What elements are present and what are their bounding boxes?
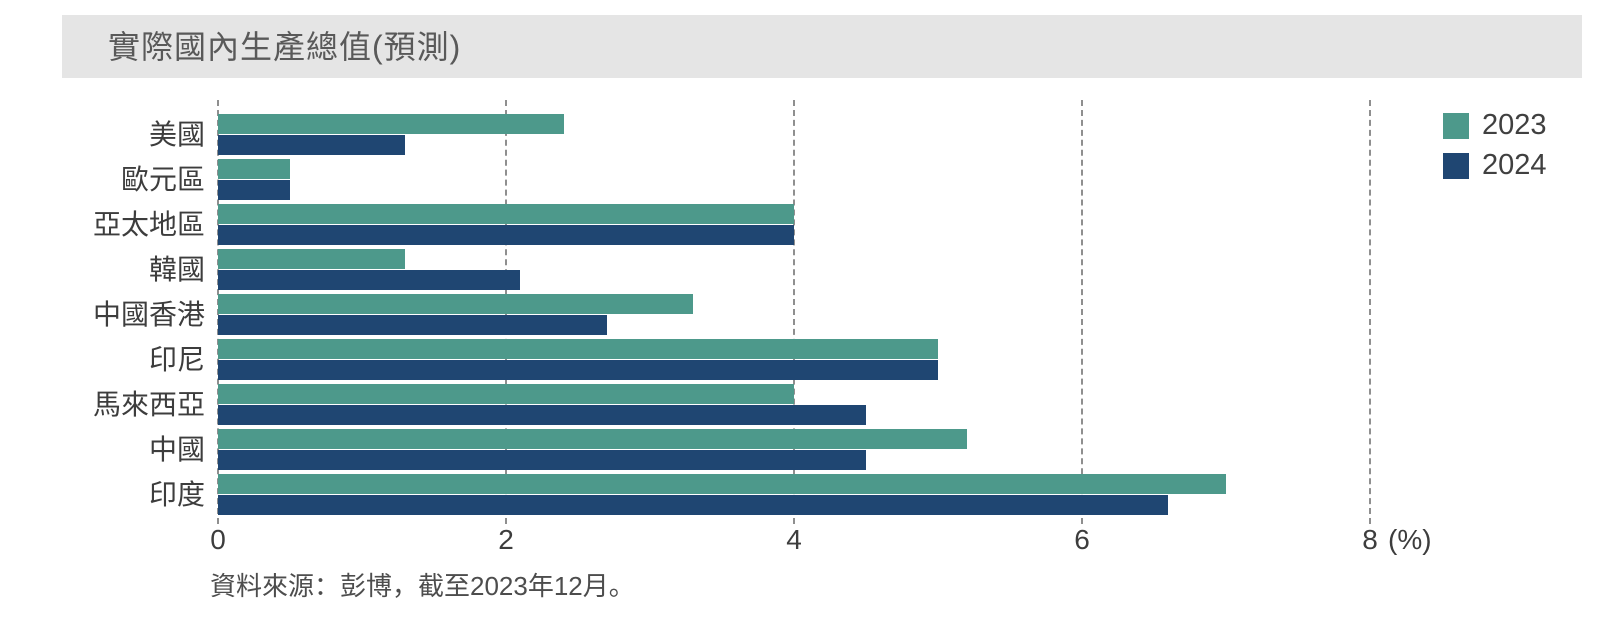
gridline-8 — [1369, 100, 1371, 524]
legend-swatch-2024 — [1443, 152, 1469, 179]
x-tick-label-2: 2 — [498, 524, 514, 555]
bar-2023-4 — [218, 294, 694, 314]
category-label-7: 中國 — [148, 434, 205, 465]
bar-2024-7 — [218, 450, 866, 470]
source-note: 資料來源：彭博，截至2023年12月。 — [210, 571, 635, 601]
category-label-3: 韓國 — [148, 254, 205, 285]
bar-2023-6 — [218, 384, 794, 404]
bar-2023-3 — [218, 249, 406, 269]
bar-2023-5 — [218, 339, 938, 359]
bar-2024-0 — [218, 135, 406, 155]
bar-2024-6 — [218, 405, 866, 425]
category-label-8: 印度 — [148, 479, 205, 510]
bar-2024-8 — [218, 495, 1169, 515]
bar-2024-4 — [218, 315, 607, 335]
category-label-6: 馬來西亞 — [92, 389, 205, 420]
legend-label-2024: 2024 — [1482, 149, 1547, 181]
legend: 2023 2024 — [1443, 111, 1547, 180]
bar-2024-1 — [218, 180, 290, 200]
gridline-6 — [1081, 100, 1083, 524]
legend-swatch-2023 — [1443, 112, 1469, 139]
x-tick-label-0: 0 — [210, 524, 226, 555]
legend-item-2023: 2023 — [1443, 111, 1547, 140]
category-label-5: 印尼 — [148, 344, 205, 375]
bar-2024-2 — [218, 225, 794, 245]
title-banner: 實際國內生產總值(預測) — [62, 15, 1582, 78]
bar-2023-8 — [218, 474, 1226, 494]
chart-title: 實際國內生產總值(預測) — [108, 29, 462, 65]
x-tick-label-4: 4 — [786, 524, 802, 555]
bar-2023-0 — [218, 114, 564, 134]
bar-2023-1 — [218, 159, 290, 179]
x-tick-label-6: 6 — [1074, 524, 1090, 555]
x-axis-unit-label: (%) — [1388, 524, 1432, 555]
category-label-2: 亞太地區 — [92, 209, 205, 240]
legend-item-2024: 2024 — [1443, 151, 1547, 180]
bar-2024-5 — [218, 360, 938, 380]
bar-2023-7 — [218, 429, 967, 449]
gridline-4 — [793, 100, 795, 524]
legend-label-2023: 2023 — [1482, 109, 1547, 141]
category-label-4: 中國香港 — [92, 299, 205, 330]
bar-2023-2 — [218, 204, 794, 224]
category-label-0: 美國 — [148, 119, 205, 150]
x-tick-label-8: 8 — [1362, 524, 1378, 555]
category-label-1: 歐元區 — [120, 164, 205, 195]
bar-2024-3 — [218, 270, 521, 290]
